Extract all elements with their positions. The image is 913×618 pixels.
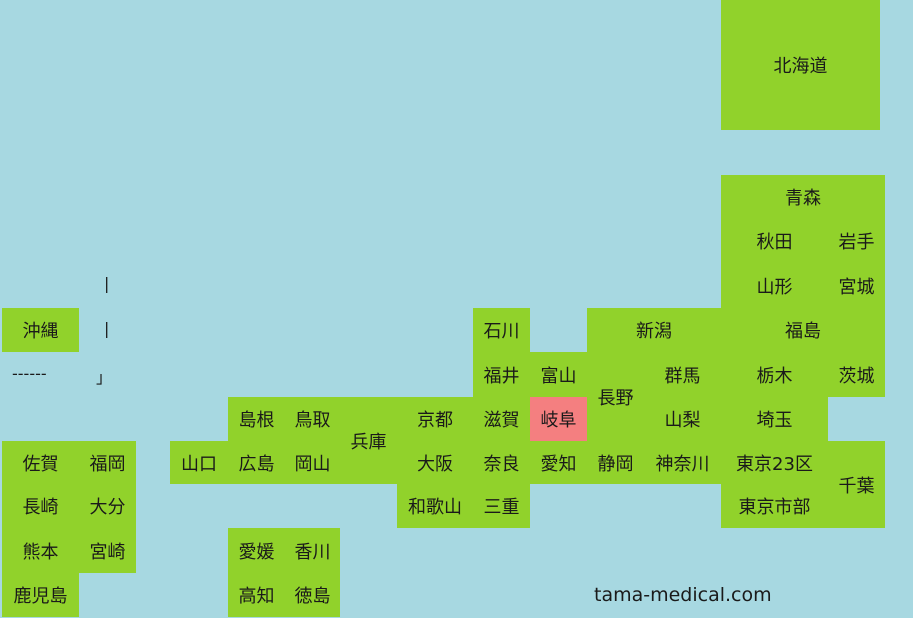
prefecture-tile[interactable]: 山梨 — [644, 397, 721, 441]
prefecture-tile[interactable]: 千葉 — [828, 441, 885, 528]
prefecture-tile[interactable]: 徳島 — [285, 573, 340, 617]
prefecture-tile[interactable]: 宮崎 — [79, 528, 136, 573]
prefecture-tile[interactable]: 富山 — [530, 352, 587, 397]
prefecture-tile[interactable]: 大阪 — [397, 441, 473, 484]
separator-mark: 」 — [96, 368, 113, 387]
prefecture-tile[interactable]: 高知 — [228, 573, 285, 617]
prefecture-tile[interactable]: 福岡 — [79, 441, 136, 484]
prefecture-tile[interactable]: 北海道 — [721, 0, 880, 130]
separator-mark: ------ — [12, 364, 47, 383]
prefecture-tile[interactable]: 神奈川 — [644, 441, 721, 484]
prefecture-tile[interactable]: 鳥取 — [285, 397, 340, 441]
prefecture-tile[interactable]: 沖縄 — [2, 308, 79, 352]
separator-mark: | — [104, 274, 110, 293]
prefecture-tile[interactable]: 大分 — [79, 484, 136, 528]
prefecture-tile[interactable]: 群馬 — [644, 352, 721, 397]
prefecture-tile[interactable]: 岩手 — [828, 219, 885, 263]
prefecture-tile[interactable]: 秋田 — [721, 219, 828, 263]
prefecture-tile[interactable]: 奈良 — [473, 441, 530, 484]
prefecture-tile[interactable]: 島根 — [228, 397, 285, 441]
prefecture-tile[interactable]: 青森 — [721, 175, 885, 219]
footer: tama-medical.com — [594, 584, 772, 606]
prefecture-tile[interactable]: 茨城 — [828, 352, 885, 397]
prefecture-tile[interactable]: 熊本 — [2, 528, 79, 573]
prefecture-tile[interactable]: 宮城 — [828, 263, 885, 308]
prefecture-tile[interactable]: 佐賀 — [2, 441, 79, 484]
prefecture-tile[interactable]: 愛知 — [530, 441, 587, 484]
prefecture-tile[interactable]: 鹿児島 — [2, 573, 79, 617]
prefecture-tile[interactable]: 和歌山 — [397, 484, 473, 528]
prefecture-tile[interactable]: 山口 — [170, 441, 228, 484]
prefecture-tile[interactable]: 三重 — [473, 484, 530, 528]
prefecture-tile[interactable]: 山形 — [721, 263, 828, 308]
prefecture-tile[interactable]: 東京23区 — [721, 441, 828, 484]
prefecture-tile[interactable]: 長野 — [587, 352, 644, 441]
prefecture-tile[interactable]: 新潟 — [587, 308, 721, 352]
prefecture-tile[interactable]: 栃木 — [721, 352, 828, 397]
prefecture-tile[interactable]: 岐阜 — [530, 397, 587, 441]
prefecture-tile[interactable]: 埼玉 — [721, 397, 828, 441]
prefecture-tile[interactable]: 広島 — [228, 441, 285, 484]
prefecture-tile[interactable]: 香川 — [285, 528, 340, 573]
prefecture-tile[interactable]: 福島 — [721, 308, 885, 352]
prefecture-tile[interactable]: 愛媛 — [228, 528, 285, 573]
prefecture-tile[interactable]: 兵庫 — [340, 397, 397, 484]
prefecture-tile[interactable]: 京都 — [397, 397, 473, 441]
prefecture-tile[interactable]: 静岡 — [587, 441, 644, 484]
prefecture-tile[interactable]: 東京市部 — [721, 484, 828, 528]
prefecture-tile[interactable]: 石川 — [473, 308, 530, 352]
prefecture-tile[interactable]: 岡山 — [285, 441, 340, 484]
prefecture-tile[interactable]: 福井 — [473, 352, 530, 397]
prefecture-tile[interactable]: 長崎 — [2, 484, 79, 528]
separator-mark: | — [104, 319, 110, 338]
prefecture-tile[interactable]: 滋賀 — [473, 397, 530, 441]
